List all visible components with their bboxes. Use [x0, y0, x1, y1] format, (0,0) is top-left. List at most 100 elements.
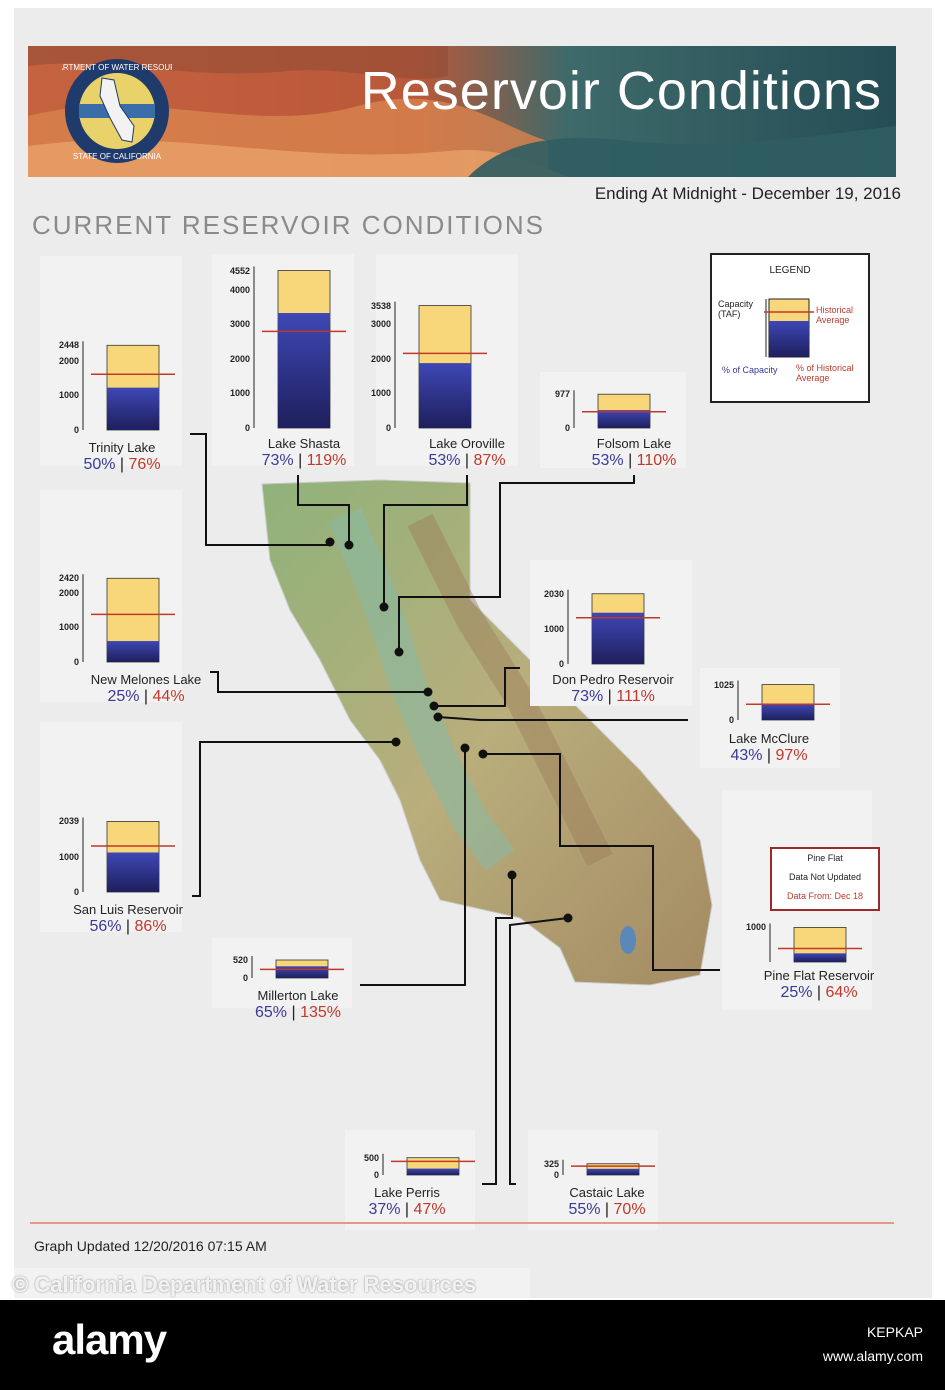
pct-separator: |	[115, 456, 129, 473]
storage-bar-lake-perris	[407, 1168, 459, 1175]
pct-historical-trinity-lake: 76%	[128, 456, 161, 473]
pct-capacity-trinity-lake: 50%	[83, 456, 116, 473]
tick-label-lake-shasta: 1000	[229, 388, 250, 399]
pct-capacity-millerton-lake: 65%	[255, 1004, 288, 1021]
stock-logo: alamy	[52, 1316, 167, 1363]
storage-bar-don-pedro-reservoir	[592, 612, 644, 664]
map-dot-lake-shasta	[344, 540, 354, 550]
reservoir-name-don-pedro-reservoir: Don Pedro Reservoir	[552, 672, 674, 687]
reservoir-pct-pine-flat-reservoir: 25% | 64%	[780, 984, 857, 1002]
tick-label-castaic-lake: 325	[543, 1158, 559, 1169]
reservoir-pct-san-luis-reservoir: 56% | 86%	[89, 918, 166, 936]
graph-updated: Graph Updated 12/20/2016 07:15 AM	[34, 1238, 267, 1254]
reservoir-pct-new-melones-lake: 25% | 44%	[107, 688, 184, 706]
stock-site: www.alamy.com	[822, 1348, 923, 1364]
pct-historical-lake-oroville: 87%	[473, 452, 506, 469]
banner-landscape	[28, 46, 896, 177]
reservoir-pct-trinity-lake: 50% | 76%	[83, 456, 160, 474]
pct-separator: |	[139, 688, 153, 705]
connector-lake-mcclure	[437, 716, 688, 721]
tick-label-trinity-lake: 2000	[58, 355, 79, 366]
connector-new-melones-lake	[210, 671, 428, 693]
tick-label-lake-shasta: 2000	[229, 353, 250, 364]
storage-bar-new-melones-lake	[107, 641, 159, 662]
tick-label-trinity-lake: 0	[73, 425, 79, 435]
legend-capacity-label: Capacity (TAF)	[718, 299, 754, 319]
pine-flat-notice-line3: Data From: Dec 18	[786, 891, 864, 901]
connector-castaic-lake	[509, 917, 569, 1185]
pct-capacity-castaic-lake: 55%	[568, 1201, 601, 1218]
seal-text-bottom: STATE OF CALIFORNIA	[73, 152, 162, 161]
pct-historical-folsom-lake: 110%	[636, 452, 677, 469]
reservoir-pct-castaic-lake: 55% | 70%	[568, 1201, 645, 1219]
storage-bar-castaic-lake	[587, 1168, 639, 1175]
tick-label-don-pedro-reservoir: 0	[558, 659, 564, 669]
reservoir-map-and-charts	[82, 266, 862, 1185]
storage-bar-trinity-lake	[107, 387, 159, 430]
legend-historical-label: Historical Average	[816, 305, 854, 325]
tick-label-millerton-lake: 0	[242, 973, 248, 983]
pct-separator: |	[460, 452, 474, 469]
pct-separator: |	[600, 1201, 614, 1218]
reservoir-name-millerton-lake: Millerton Lake	[257, 988, 339, 1003]
tick-label-castaic-lake: 0	[553, 1170, 559, 1180]
tick-label-lake-shasta: 3000	[229, 319, 250, 330]
stock-image-id: KEPKAP	[866, 1324, 923, 1340]
reservoir-name-castaic-lake: Castaic Lake	[569, 1185, 645, 1200]
connector-san-luis-reservoir	[192, 741, 396, 897]
connector-millerton-lake	[360, 748, 466, 986]
reservoir-name-lake-mcclure: Lake McClure	[728, 731, 810, 746]
tick-label-new-melones-lake: 2000	[58, 587, 79, 598]
map-dot-trinity-lake	[325, 537, 335, 547]
reservoir-pct-lake-perris: 37% | 47%	[368, 1201, 445, 1219]
pct-historical-san-luis-reservoir: 86%	[134, 918, 167, 935]
footer-divider	[30, 1222, 894, 1224]
reservoir-pct-folsom-lake: 53% | 110%	[592, 452, 677, 470]
salton-sea	[620, 926, 636, 954]
reservoir-pct-lake-oroville: 53% | 87%	[428, 452, 505, 470]
map-dot-millerton-lake	[460, 743, 470, 753]
reservoir-name-new-melones-lake: New Melones Lake	[90, 672, 202, 687]
map-dot-castaic-lake	[563, 913, 573, 923]
pct-capacity-lake-perris: 37%	[368, 1201, 401, 1218]
report-date: Ending At Midnight - December 19, 2016	[594, 184, 901, 203]
pct-separator: |	[287, 1004, 301, 1021]
tick-label-trinity-lake: 2448	[58, 340, 79, 351]
tick-label-lake-perris: 500	[363, 1152, 379, 1163]
map-dot-lake-mcclure	[433, 712, 443, 722]
legend-swatch	[764, 298, 814, 358]
pct-capacity-don-pedro-reservoir: 73%	[571, 688, 604, 705]
map-dot-new-melones-lake	[423, 687, 433, 697]
storage-bar-san-luis-reservoir	[107, 852, 159, 892]
pct-separator: |	[400, 1201, 414, 1218]
legend-title: LEGEND	[769, 265, 811, 276]
map-dot-pine-flat-reservoir	[478, 749, 488, 759]
page-title: Reservoir Conditions	[360, 61, 882, 121]
reservoir-name-folsom-lake: Folsom Lake	[596, 436, 672, 451]
california-map	[261, 479, 713, 986]
connector-folsom-lake	[398, 475, 635, 652]
pine-flat-notice: Pine Flat Data Not Updated Data From: De…	[770, 847, 880, 911]
pct-historical-new-melones-lake: 44%	[152, 688, 185, 705]
pct-capacity-new-melones-lake: 25%	[107, 688, 140, 705]
tick-label-san-luis-reservoir: 1000	[58, 852, 79, 863]
reservoir-pct-lake-mcclure: 43% | 97%	[730, 747, 807, 765]
central-valley-shading	[328, 508, 515, 871]
reservoir-name-lake-perris: Lake Perris	[374, 1185, 440, 1200]
connector-lake-perris	[482, 875, 513, 1185]
reservoir-pct-millerton-lake: 65% | 135%	[255, 1004, 341, 1022]
pct-capacity-pine-flat-reservoir: 25%	[780, 984, 813, 1001]
legend-pct-historical: % of Historical Average	[796, 363, 854, 383]
connector-trinity-lake	[190, 433, 330, 546]
storage-bar-pine-flat-reservoir	[794, 953, 846, 962]
pct-separator: |	[293, 452, 307, 469]
tick-label-lake-oroville: 3538	[370, 300, 391, 311]
pct-capacity-lake-mcclure: 43%	[730, 747, 763, 764]
map-dot-lake-perris	[507, 870, 517, 880]
pct-historical-pine-flat-reservoir: 64%	[825, 984, 858, 1001]
tick-label-don-pedro-reservoir: 1000	[543, 624, 564, 635]
tick-label-lake-shasta: 0	[244, 423, 250, 433]
map-dot-san-luis-reservoir	[391, 737, 401, 747]
tick-label-new-melones-lake: 0	[73, 657, 79, 667]
section-title: CURRENT RESERVOIR CONDITIONS	[32, 210, 545, 240]
